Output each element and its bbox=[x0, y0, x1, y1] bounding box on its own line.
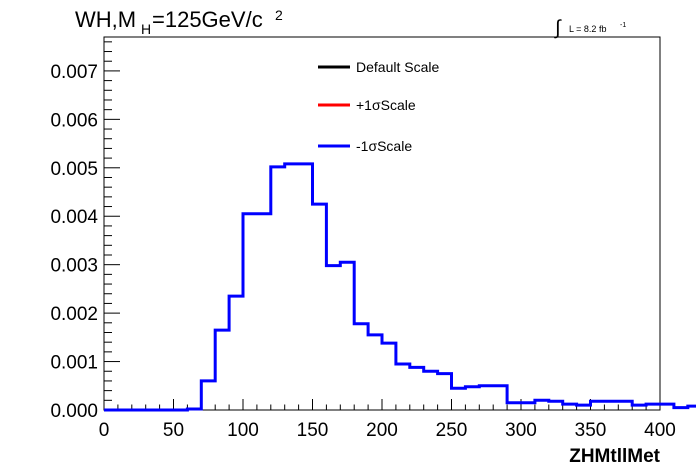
series-layer bbox=[104, 162, 696, 412]
title-superscript: 2 bbox=[275, 7, 283, 23]
y-tick-label: 0.005 bbox=[50, 159, 98, 180]
y-tick-label: 0.001 bbox=[50, 353, 98, 374]
y-tick-label: 0.002 bbox=[50, 304, 98, 325]
legend-label-minus: -1σScale bbox=[356, 138, 412, 154]
x-tick-label: 200 bbox=[366, 420, 398, 441]
legend-label-plus: +1σScale bbox=[356, 97, 416, 113]
x-axis: 0 50 100 150 200 250 300 350 400 bbox=[99, 399, 676, 441]
legend: Default Scale +1σScale -1σScale bbox=[318, 59, 439, 154]
lumi-integral-icon: ∫ bbox=[554, 17, 562, 39]
title-main: WH,M bbox=[75, 7, 136, 32]
legend-label-default: Default Scale bbox=[356, 59, 439, 75]
x-tick-label: 100 bbox=[227, 420, 259, 441]
y-tick-label: 0.006 bbox=[50, 110, 98, 131]
y-tick-label: 0.003 bbox=[50, 256, 98, 277]
x-tick-label: 150 bbox=[297, 420, 329, 441]
y-axis: 0.000 0.001 0.002 0.003 0.004 0.005 0.006 0.007 bbox=[50, 41, 120, 422]
series-line bbox=[104, 162, 696, 412]
lumi-label: L = 8.2 fb bbox=[569, 24, 606, 34]
plot-frame bbox=[103, 36, 661, 411]
y-tick-label: 0.004 bbox=[50, 207, 98, 228]
y-tick-label: 0.007 bbox=[50, 62, 98, 83]
title-subscript: H bbox=[141, 21, 151, 37]
x-tick-label: 250 bbox=[436, 420, 468, 441]
y-tick-label: 0.000 bbox=[50, 401, 98, 422]
x-tick-label: 400 bbox=[644, 420, 676, 441]
lumi-superscript: -1 bbox=[620, 22, 626, 29]
x-tick-label: 350 bbox=[575, 420, 607, 441]
x-tick-label: 50 bbox=[163, 420, 184, 441]
x-tick-label: 0 bbox=[99, 420, 110, 441]
x-axis-title: ZHMtllMet bbox=[569, 446, 660, 467]
title-rest: =125GeV/c bbox=[152, 7, 263, 32]
x-tick-label: 300 bbox=[505, 420, 537, 441]
